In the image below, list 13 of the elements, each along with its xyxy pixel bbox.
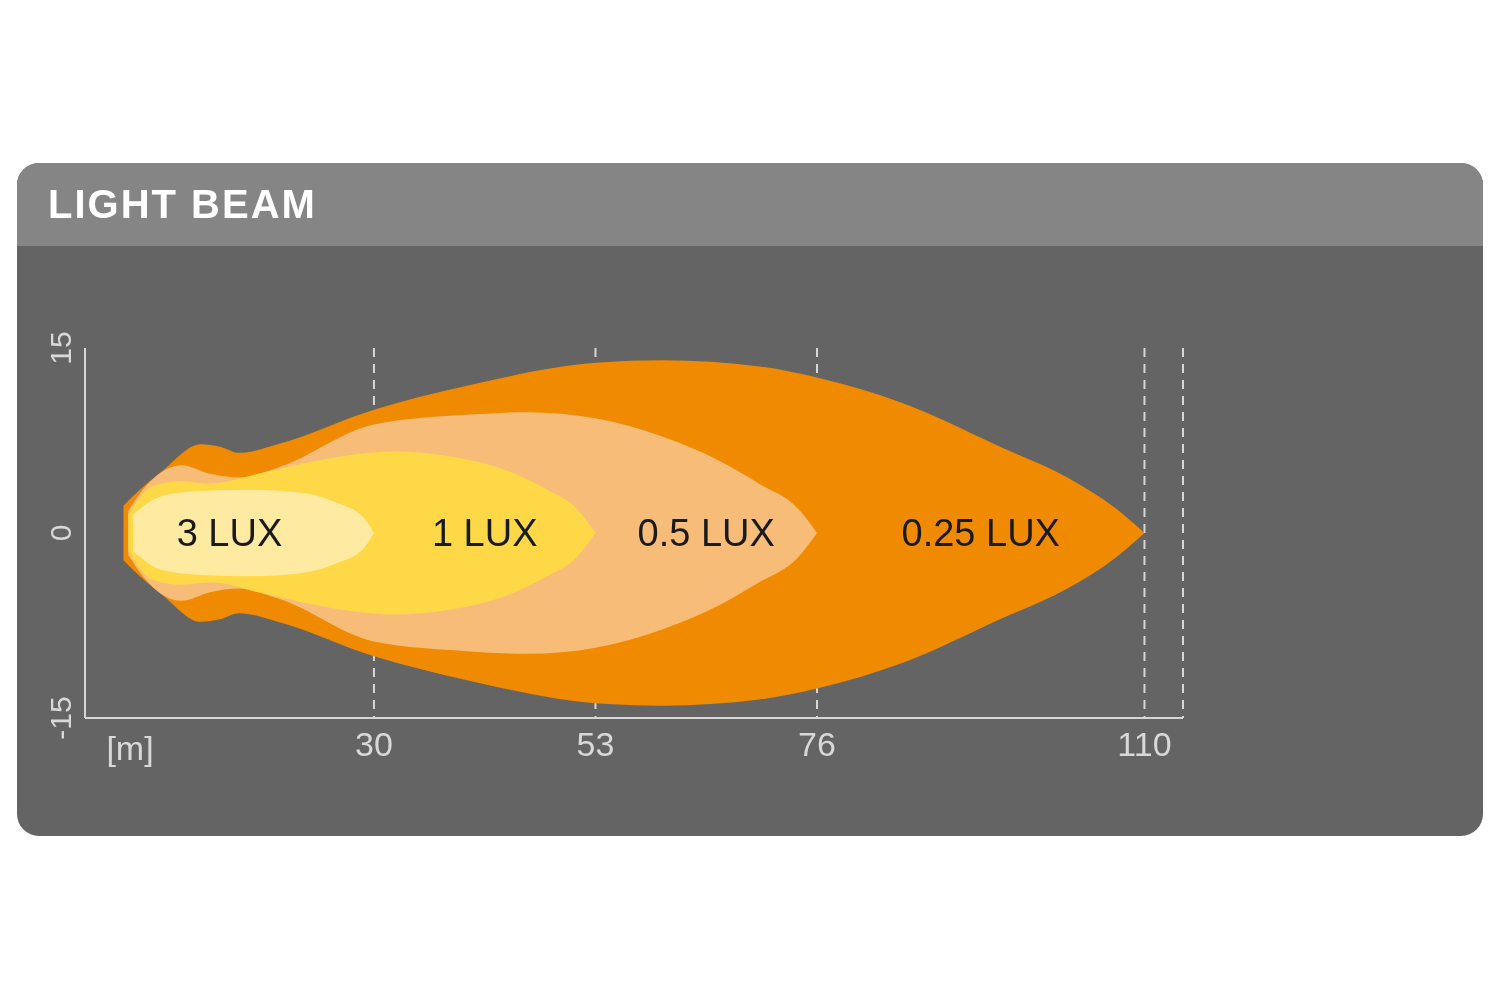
x-tick-label: 30	[355, 725, 393, 763]
series-label: 3 LUX	[176, 512, 283, 555]
series-label: 0.25 LUX	[901, 512, 1060, 555]
series-label: 1 LUX	[431, 512, 538, 555]
y-tick-label: 0	[44, 524, 77, 542]
series-label: 0.5 LUX	[637, 512, 775, 555]
y-tick-label: 15	[44, 331, 77, 365]
x-tick-label: 110	[1117, 725, 1172, 763]
x-tick-label: 76	[798, 725, 836, 763]
x-tick-label: 53	[576, 725, 615, 763]
y-tick-label: -15	[44, 696, 77, 740]
chart-title: LIGHT BEAM	[17, 163, 1483, 246]
x-axis-title: [m]	[106, 729, 154, 767]
